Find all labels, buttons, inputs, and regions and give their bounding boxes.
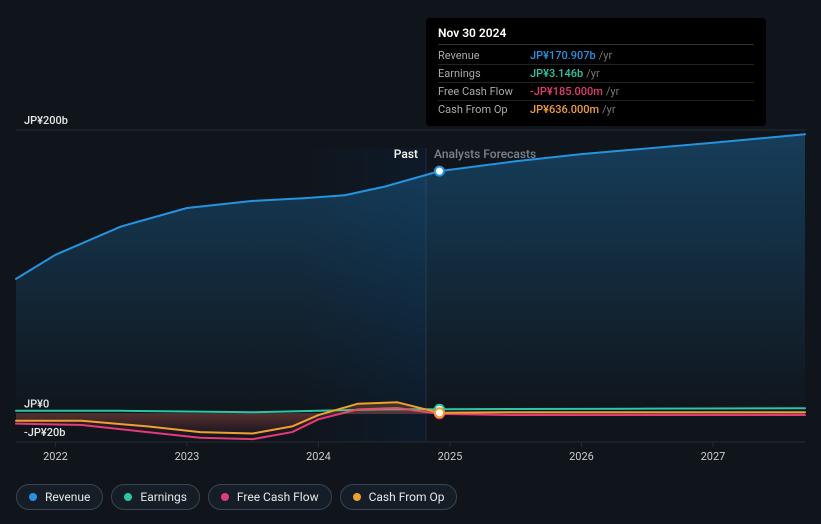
svg-text:2027: 2027 [701,450,726,463]
legend-dot-icon [29,493,37,501]
legend-item-label: Earnings [140,490,187,504]
tooltip-row-unit: /yr [602,103,615,116]
tooltip-row-unit: /yr [586,67,599,80]
tooltip-row: Free Cash Flow-JP¥185.000m/yr [438,83,754,101]
chart-legend: Revenue Earnings Free Cash Flow Cash From O… [16,484,457,510]
legend-item-label: Revenue [45,490,90,504]
tooltip-row: Cash From OpJP¥636.000m/yr [438,101,754,118]
tooltip-row-value: JP¥636.000m [530,103,599,116]
svg-text:2022: 2022 [43,450,68,463]
legend-dot-icon [124,493,132,501]
svg-text:JP¥200b: JP¥200b [24,114,68,127]
tooltip-row: RevenueJP¥170.907b/yr [438,47,754,65]
svg-text:2024: 2024 [306,450,331,463]
tooltip-row-label: Free Cash Flow [438,85,530,98]
financials-chart: JP¥200bJP¥0-JP¥20b2022202320242025202620… [0,0,821,524]
legend-dot-icon [221,493,229,501]
svg-text:2025: 2025 [438,450,463,463]
svg-text:Past: Past [394,147,418,161]
tooltip-row-label: Revenue [438,49,530,62]
tooltip-row-unit: /yr [606,85,619,98]
legend-dot-icon [353,493,361,501]
legend-item-label: Cash From Op [369,490,445,504]
svg-text:2023: 2023 [175,450,200,463]
tooltip-row: EarningsJP¥3.146b/yr [438,65,754,83]
tooltip-date: Nov 30 2024 [438,26,754,45]
legend-item-earnings[interactable]: Earnings [111,484,200,510]
legend-item-free-cash-flow[interactable]: Free Cash Flow [208,484,332,510]
tooltip-row-unit: /yr [599,49,612,62]
chart-tooltip: Nov 30 2024 RevenueJP¥170.907b/yrEarning… [426,18,766,126]
legend-item-label: Free Cash Flow [237,490,319,504]
tooltip-row-label: Cash From Op [438,103,530,116]
legend-item-revenue[interactable]: Revenue [16,484,103,510]
tooltip-row-value: JP¥170.907b [530,49,596,62]
tooltip-row-label: Earnings [438,67,530,80]
legend-item-cash-from-op[interactable]: Cash From Op [340,484,458,510]
svg-text:Analysts Forecasts: Analysts Forecasts [434,147,536,161]
tooltip-row-value: -JP¥185.000m [530,85,603,98]
svg-text:-JP¥20b: -JP¥20b [24,426,65,439]
tooltip-row-value: JP¥3.146b [530,67,583,80]
svg-text:2026: 2026 [569,450,594,463]
